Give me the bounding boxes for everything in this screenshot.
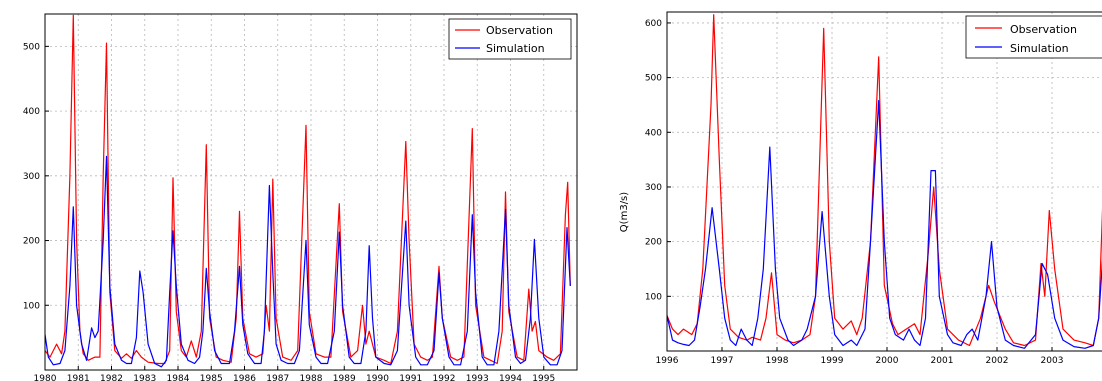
y-tick-label: 300 — [23, 172, 40, 182]
x-tick-label: 1989 — [333, 374, 356, 381]
legend-simulation-label: Simulation — [486, 42, 545, 55]
y-tick-label: 400 — [23, 107, 40, 117]
series-line-observation — [45, 14, 571, 365]
series-line-observation — [667, 14, 1102, 347]
legend-box — [965, 15, 1102, 59]
y-tick-label: 100 — [23, 301, 40, 311]
x-tick-label: 1994 — [499, 374, 522, 381]
x-tick-label: 1984 — [167, 374, 190, 381]
x-tick-label: 1995 — [532, 374, 555, 381]
series-line-simulation — [667, 100, 1102, 349]
x-tick-label: 1992 — [433, 374, 456, 381]
legend-simulation-label: Simulation — [1010, 42, 1069, 55]
y-tick-label: 200 — [645, 238, 662, 248]
y-tick-label: 100 — [645, 292, 662, 302]
y-tick-label: 600 — [645, 19, 662, 29]
x-tick-label: 1980 — [34, 374, 57, 381]
y-tick-label: 500 — [645, 74, 662, 84]
y-tick-label: 200 — [23, 237, 40, 247]
x-tick-label: 1993 — [466, 374, 489, 381]
x-tick-label: 2000 — [876, 356, 899, 366]
x-tick-label: 1990 — [366, 374, 389, 381]
x-tick-label: 1997 — [711, 356, 734, 366]
x-tick-label: 1991 — [399, 374, 422, 381]
plot-frame — [666, 11, 1102, 352]
legend-observation-label: Observation — [1010, 23, 1077, 36]
y-tick-label: 300 — [645, 183, 662, 193]
y-axis-label: Q(m3/s) — [619, 192, 630, 232]
x-tick-label: 1987 — [266, 374, 289, 381]
x-tick-label: 1981 — [67, 374, 90, 381]
x-tick-label: 2001 — [931, 356, 954, 366]
y-tick-label: 400 — [645, 128, 662, 138]
x-tick-label: 1988 — [300, 374, 323, 381]
chart-1980-1995: 1980 1981 1982 1983 1984 1985 1986 1987 1988 1989… — [23, 13, 578, 381]
chart-svg-left: 1980 1981 1982 1983 1984 1985 1986 1987 1988 1989… — [23, 13, 578, 381]
plot-frame — [44, 13, 578, 371]
x-tick-label: 2003 — [1041, 356, 1064, 366]
x-tick-label: 1983 — [133, 374, 156, 381]
x-tick-label: 1996 — [656, 356, 679, 366]
x-tick-label: 2002 — [986, 356, 1009, 366]
x-tick-label: 1998 — [766, 356, 789, 366]
chart-1996-2003: Q(m3/s) 1996 1997 1998 1999 2000 2001 2002 2003… — [605, 0, 1102, 381]
legend: Observation Simulation — [448, 18, 572, 60]
y-tick-label: 500 — [23, 42, 40, 52]
legend-observation-label: Observation — [486, 24, 553, 37]
x-tick-label: 1986 — [233, 374, 256, 381]
legend: Observation Simulation — [965, 15, 1102, 59]
series-line-simulation — [45, 155, 571, 368]
legend-box — [448, 18, 572, 60]
x-tick-label: 1982 — [100, 374, 123, 381]
x-tick-label: 1985 — [200, 374, 223, 381]
chart-svg-right: Q(m3/s) 1996 1997 1998 1999 2000 2001 2002 2003… — [619, 11, 1102, 366]
x-tick-label: 1999 — [821, 356, 844, 366]
